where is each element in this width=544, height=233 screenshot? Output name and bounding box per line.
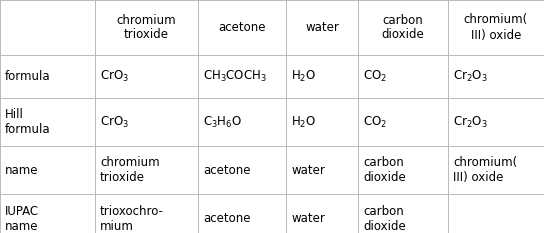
- Text: trioxochro-
mium: trioxochro- mium: [100, 205, 164, 233]
- Text: chromium
trioxide: chromium trioxide: [100, 156, 159, 184]
- Text: Hill
formula: Hill formula: [5, 108, 51, 136]
- Text: formula: formula: [5, 70, 51, 83]
- Text: CrO$_3$: CrO$_3$: [100, 114, 129, 130]
- Text: CH$_3$COCH$_3$: CH$_3$COCH$_3$: [203, 69, 267, 84]
- Text: carbon
dioxide: carbon dioxide: [382, 14, 424, 41]
- Text: water: water: [291, 212, 325, 226]
- Text: IUPAC
name: IUPAC name: [5, 205, 39, 233]
- Text: Cr$_2$O$_3$: Cr$_2$O$_3$: [453, 114, 487, 130]
- Text: H$_2$O: H$_2$O: [291, 114, 316, 130]
- Text: chromium(
III) oxide: chromium( III) oxide: [464, 14, 528, 41]
- Text: name: name: [5, 164, 39, 177]
- Text: CO$_2$: CO$_2$: [363, 69, 387, 84]
- Text: carbon
dioxide: carbon dioxide: [363, 156, 406, 184]
- Text: CrO$_3$: CrO$_3$: [100, 69, 129, 84]
- Text: CO$_2$: CO$_2$: [363, 114, 387, 130]
- Text: acetone: acetone: [203, 164, 250, 177]
- Text: Cr$_2$O$_3$: Cr$_2$O$_3$: [453, 69, 487, 84]
- Text: chromium
trioxide: chromium trioxide: [116, 14, 176, 41]
- Text: chromium(
III) oxide: chromium( III) oxide: [453, 156, 517, 184]
- Text: acetone: acetone: [218, 21, 266, 34]
- Text: carbon
dioxide: carbon dioxide: [363, 205, 406, 233]
- Text: acetone: acetone: [203, 212, 250, 226]
- Text: C$_3$H$_6$O: C$_3$H$_6$O: [203, 114, 242, 130]
- Text: water: water: [291, 164, 325, 177]
- Text: H$_2$O: H$_2$O: [291, 69, 316, 84]
- Text: water: water: [305, 21, 339, 34]
